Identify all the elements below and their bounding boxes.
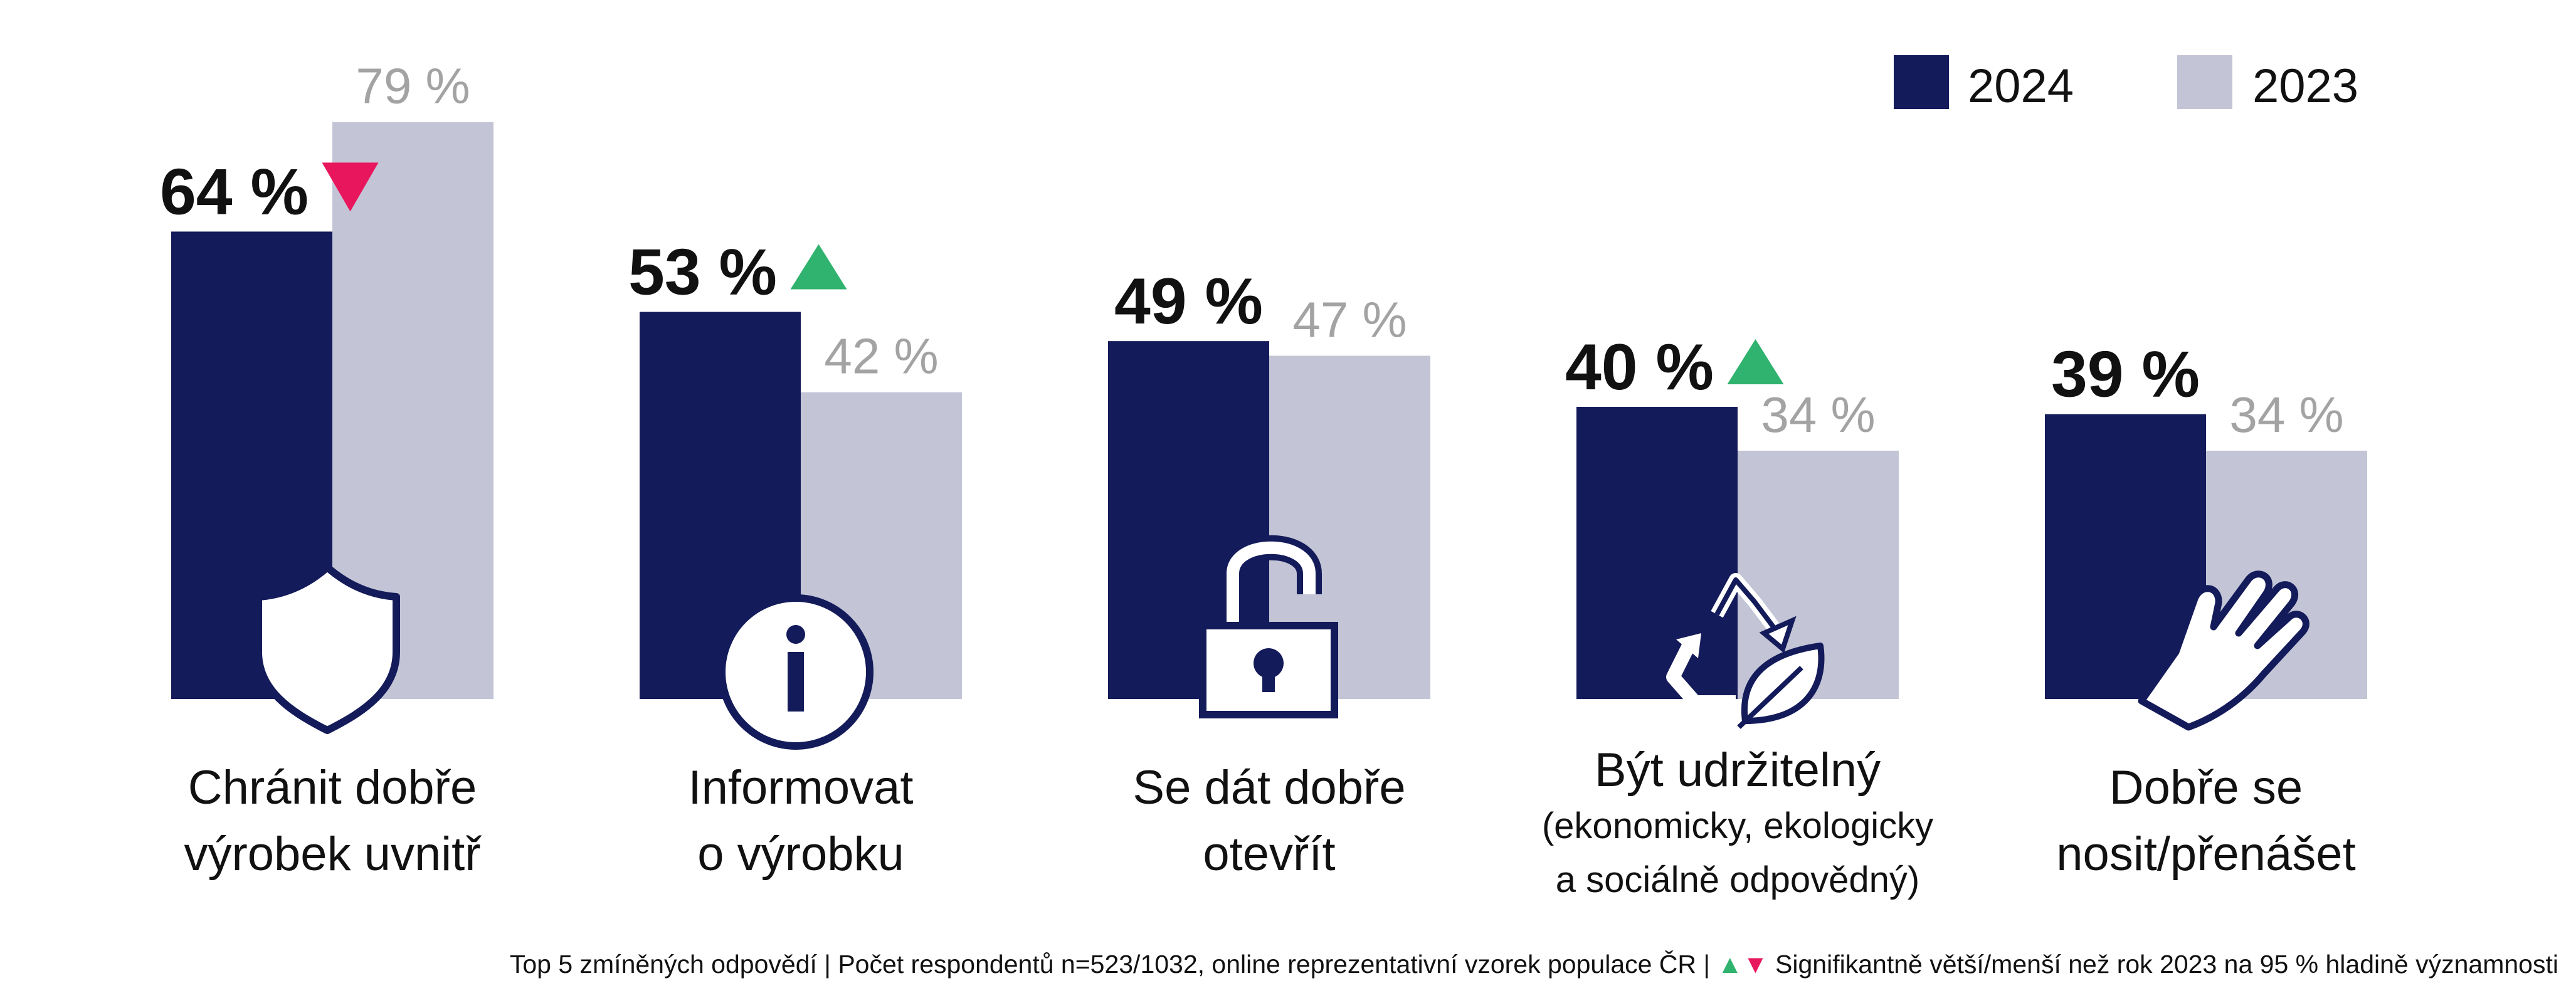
category-label-5-line-1: Dobře se [2109,761,2303,814]
legend-swatch-2023 [2177,55,2232,109]
footnote-up-marker: ▲ [1717,950,1743,979]
open-padlock-icon [1199,535,1338,718]
category-label-2-line-2: o výrobku [697,827,904,881]
data-label-2024-1: 64 % [160,155,309,228]
category-label-5-line-2: nosit/přenášet [2056,827,2355,881]
recycle-arrowhead-top [1759,616,1797,653]
padlock-keyhole [1254,648,1284,678]
data-label-2023-2: 42 % [824,328,938,384]
category-label-4-line-2: (ekonomicky, ekologicky [1542,806,1933,846]
footnote-text: Top 5 zmíněných odpovědí | Počet respond… [510,950,2558,979]
recycle-arrow-top [1714,577,1776,629]
significance-up-marker-4 [1727,339,1784,384]
category-label-2-line-1: Informovat [688,761,913,814]
hand-shape [2138,570,2309,731]
padlock-shackle-inner [1227,541,1316,627]
info-dot [786,625,805,644]
category-label-3-line-1: Se dát dobře [1132,761,1405,814]
data-label-2023-1: 79 % [356,58,470,114]
data-label-2024-4: 40 % [1565,331,1714,404]
footnote: Top 5 zmíněných odpovědí | Počet respond… [510,950,2558,979]
footnote-prefix: Top 5 zmíněných odpovědí | Počet respond… [510,950,1718,979]
bar-2024-4 [1576,407,1738,699]
shield-shape [255,564,400,734]
legend-label-2024: 2024 [1968,60,2074,113]
category-label-4-line-3: a sociálně odpovědný) [1556,859,1919,900]
data-label-2024-2: 53 % [628,236,777,309]
significance-down-marker-1 [322,162,379,212]
category-label-3-line-2: otevřít [1203,827,1335,881]
recycle-arrowhead-left [1676,633,1701,658]
info-icon [718,594,874,750]
info-bar [788,652,804,712]
category-label-1-line-2: výrobek uvnitř [184,827,482,881]
significance-up-marker-2 [790,244,847,290]
recycle-arrow-left [1671,644,1736,705]
category-label-1-line-1: Chránit dobře [188,761,477,814]
hand-icon [2138,570,2309,731]
footnote-down-marker: ▼ [1743,950,1768,979]
shield-icon [255,564,400,734]
data-label-2024-5: 39 % [2051,339,2200,411]
data-label-2023-3: 47 % [1292,292,1407,347]
category-label-4-line-1: Být udržitelný [1595,743,1881,797]
footnote-suffix: Signifikantně větší/menší než rok 2023 n… [1768,950,2558,979]
leaf-vein [1737,666,1803,729]
recycle-leaf-icon [1666,573,1825,729]
data-label-2024-3: 49 % [1114,265,1263,338]
data-label-2023-4: 34 % [1761,387,1875,443]
legend-label-2023: 2023 [2252,60,2358,113]
legend: 2024 2023 [1894,55,2358,113]
padlock-keyhole-slot [1262,664,1275,692]
legend-swatch-2024 [1894,55,1949,109]
data-label-2023-5: 34 % [2229,387,2343,443]
